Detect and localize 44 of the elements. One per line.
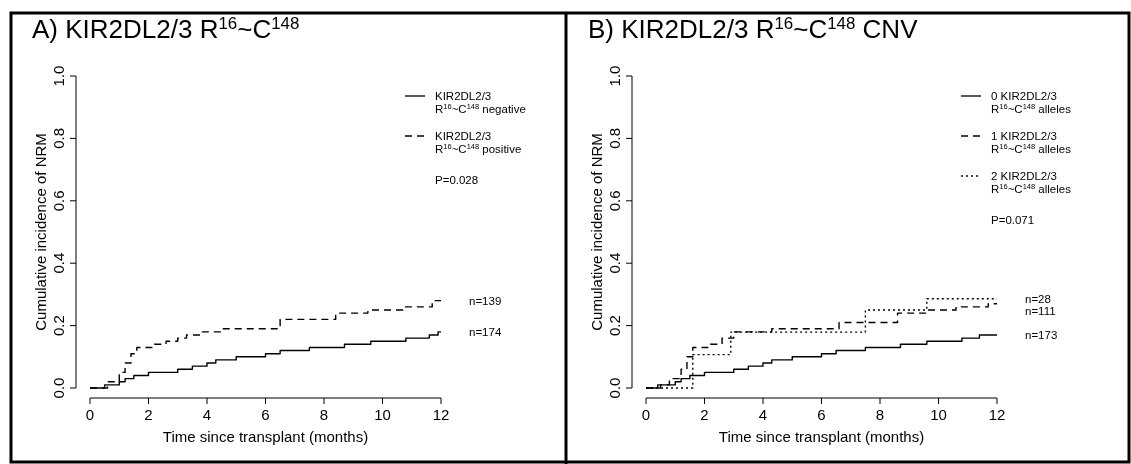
x-axis-title: Time since transplant (months): [718, 428, 925, 445]
y-tick-label: 0.2: [606, 315, 623, 337]
x-tick-label: 8: [875, 406, 885, 423]
legend-label: 1 KIR2DL2/3 R$^{16}$~C$^{148}$ alleles: [991, 130, 1072, 155]
y-tick-label: 0.0: [606, 377, 623, 399]
x-tick-label: 2: [700, 406, 709, 423]
x-tick-label: 4: [202, 406, 212, 423]
legend-label: KIR2DL2/3 R$^{16}$~C$^{148}$ negative: [435, 90, 526, 115]
y-tick-label: 0.0: [50, 377, 67, 399]
x-tick-label: 12: [988, 406, 1006, 423]
legend-label: 2 KIR2DL2/3 R$^{16}$~C$^{148}$ alleles: [991, 170, 1072, 195]
x-axis-title: Time since transplant (months): [162, 428, 369, 445]
y-tick-label: 0.8: [606, 127, 623, 149]
y-tick-label: 0.6: [606, 190, 623, 212]
y-tick-label: 0.6: [50, 190, 67, 212]
y-axis-title: Cumulative incidence of NRM: [588, 133, 605, 331]
x-tick-label: 8: [319, 406, 329, 423]
text: n=174: [469, 325, 502, 338]
chart-title: A) KIR2DL2/3 R$^{16}$~C$^{148}$: [32, 13, 300, 44]
annotation: P=0.071: [991, 214, 1035, 226]
x-tick-label: 10: [930, 406, 947, 423]
annotation: P=0.028: [435, 174, 479, 186]
y-tick-label: 0.8: [50, 127, 67, 149]
y-tick-label: 0.2: [50, 315, 67, 337]
text: n=139: [469, 294, 502, 307]
chart-title: B) KIR2DL2/3 R$^{16}$~C$^{148}$ CNV: [588, 13, 919, 44]
x-tick-label: 6: [261, 406, 270, 423]
x-tick-label: 10: [374, 406, 391, 423]
y-tick-label: 0.4: [50, 252, 67, 274]
x-tick-label: 4: [758, 406, 768, 423]
text: n=28: [1025, 292, 1051, 305]
legend-label: 0 KIR2DL2/3 R$^{16}$~C$^{148}$ alleles: [991, 90, 1072, 115]
y-tick-label: 1.0: [606, 65, 623, 87]
y-tick-label: 1.0: [50, 65, 67, 87]
legend-label: KIR2DL2/3 R$^{16}$~C$^{148}$ positive: [435, 130, 522, 155]
x-tick-label: 2: [144, 406, 153, 423]
x-tick-label: 0: [85, 406, 95, 423]
y-axis-title: Cumulative incidence of NRM: [32, 133, 49, 331]
x-tick-label: 12: [432, 406, 450, 423]
y-tick-label: 0.4: [606, 252, 623, 274]
x-tick-label: 0: [641, 406, 651, 423]
x-tick-label: 6: [817, 406, 826, 423]
text: n=111: [1025, 304, 1056, 317]
text: n=173: [1025, 328, 1058, 341]
